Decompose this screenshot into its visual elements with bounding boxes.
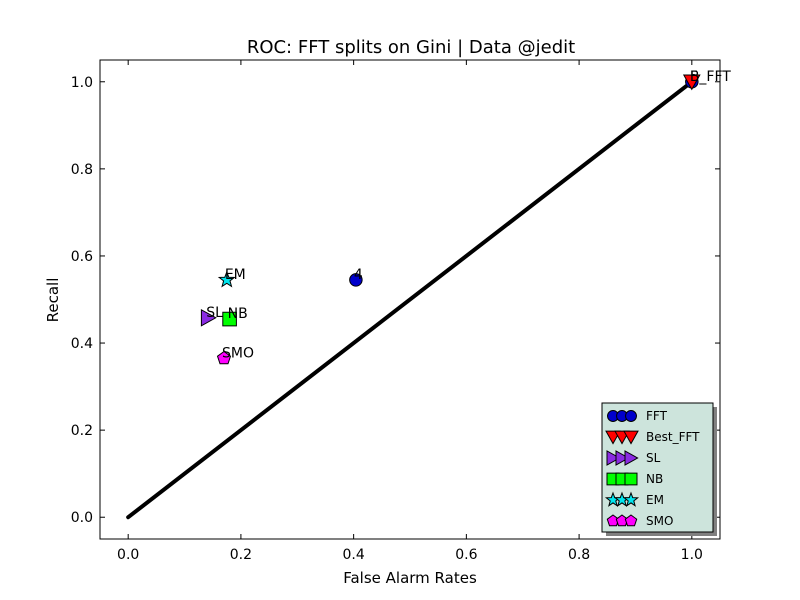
legend-label: EM [646, 493, 664, 507]
point-label: SL [206, 305, 223, 321]
legend-label: NB [646, 472, 663, 486]
data-point-best-fft [682, 74, 701, 91]
x-axis-label: False Alarm Rates [343, 569, 477, 587]
data-point-em [217, 270, 236, 288]
x-tick-label: 0.6 [455, 547, 477, 563]
legend-label: FFT [646, 409, 668, 423]
y-tick-label: 1.0 [71, 75, 93, 91]
x-tick-label: 0.4 [343, 547, 365, 563]
diagonal-line [126, 79, 694, 520]
data-point-smo [216, 350, 232, 365]
legend: FFT Best_FFT SL NB EM SMO [601, 402, 717, 536]
y-tick-label: 0.0 [71, 510, 93, 526]
data-point-fft [349, 273, 363, 287]
point-label: NB [228, 306, 248, 322]
legend-marker [622, 491, 640, 507]
legend-marker [623, 430, 639, 445]
point-label: B_FFT [690, 69, 731, 85]
legend-label: Best_FFT [646, 430, 700, 444]
y-tick-label: 0.4 [71, 336, 93, 352]
legend-box [601, 402, 714, 533]
legend-label: SMO [646, 514, 673, 528]
legend-marker [624, 450, 639, 466]
legend-marker [615, 450, 630, 466]
x-tick-label: 0.0 [117, 547, 139, 563]
y-tick-label: 0.6 [71, 249, 93, 265]
x-tick-label: 0.8 [568, 547, 590, 563]
legend-marker [624, 472, 638, 486]
data-point-sl [200, 308, 217, 327]
point-label: 4 [354, 267, 363, 283]
y-tick-label: 0.2 [71, 423, 93, 439]
point-label: SMO [222, 345, 254, 361]
point-label: EM [225, 267, 246, 283]
data-point-nb [222, 311, 237, 327]
legend-marker [625, 410, 637, 422]
plot-area: 0.00.20.40.60.81.00.00.20.40.60.81.045B_… [71, 59, 731, 563]
plot-frame [99, 59, 721, 540]
y-tick-label: 0.8 [71, 162, 93, 178]
y-axis-label: Recall [44, 278, 62, 323]
chart-title: ROC: FFT splits on Gini | Data @jedit [247, 37, 575, 58]
legend-marker [606, 450, 621, 466]
x-tick-label: 0.2 [230, 547, 252, 563]
legend-label: SL [646, 451, 661, 465]
legend-marker [624, 514, 638, 527]
x-tick-label: 1.0 [681, 547, 703, 563]
